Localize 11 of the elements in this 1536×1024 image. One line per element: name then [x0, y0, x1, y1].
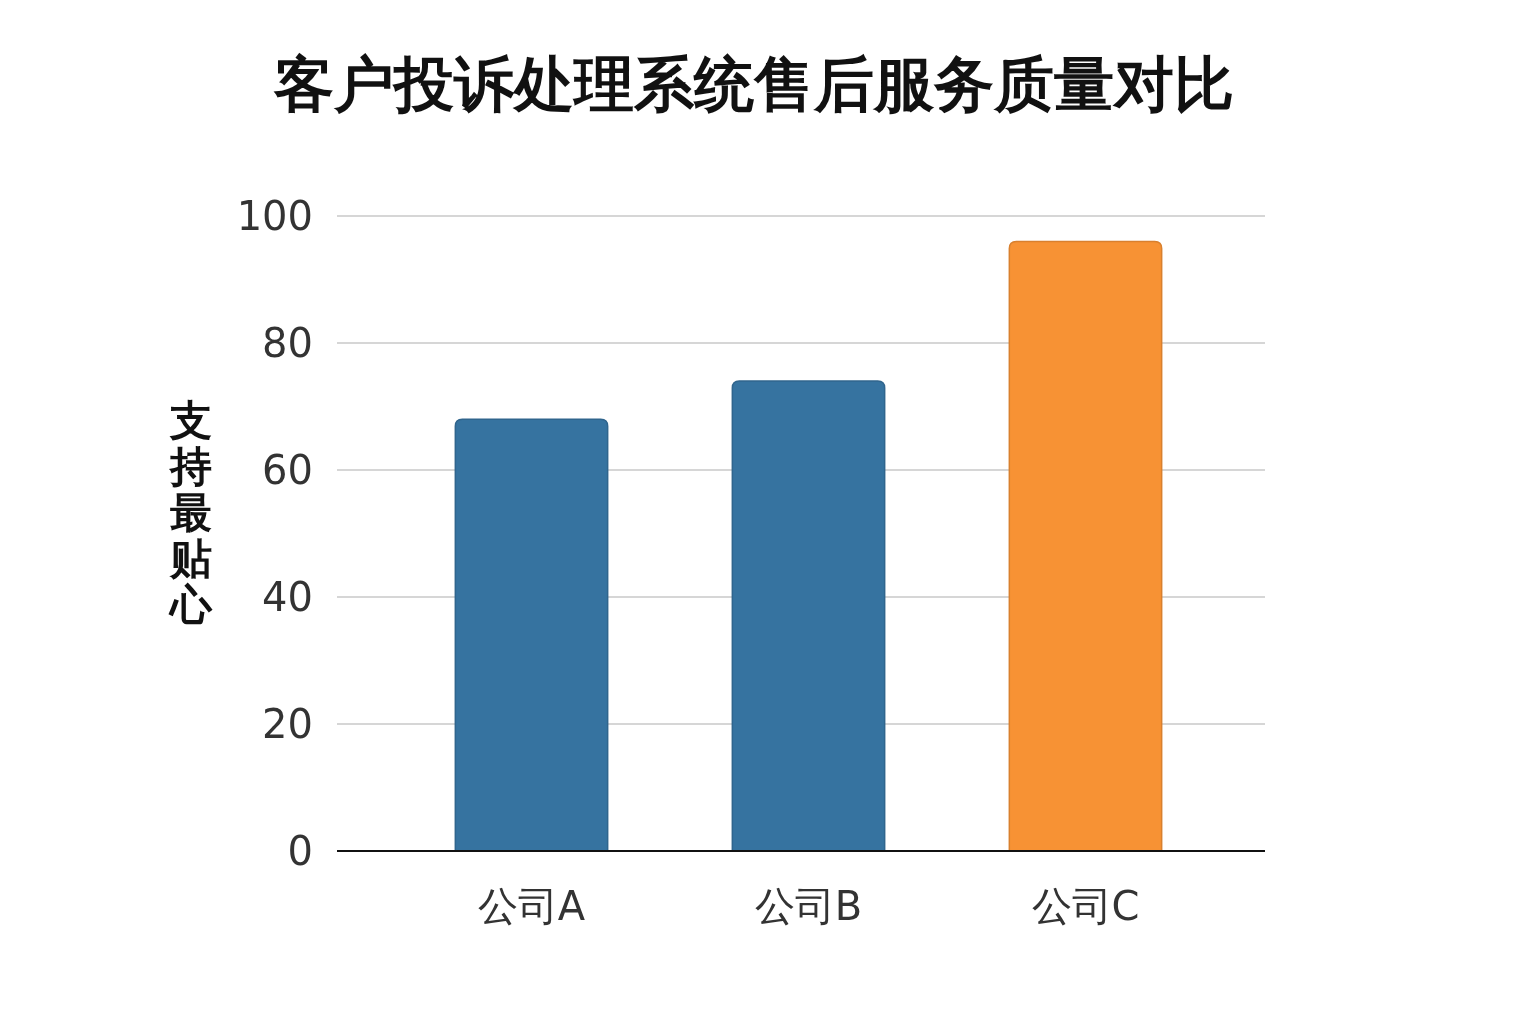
- x-tick-label: 公司A: [477, 883, 586, 929]
- chart-title: 客户投诉处理系统售后服务质量对比: [273, 49, 1234, 119]
- y-tick-label: 60: [262, 447, 313, 493]
- y-tick-label: 80: [262, 320, 313, 366]
- y-tick-label: 20: [262, 701, 313, 747]
- y-tick-label: 100: [236, 193, 313, 239]
- x-tick-label: 公司C: [1031, 883, 1140, 929]
- y-tick-label: 40: [262, 574, 313, 620]
- y-tick-label: 0: [287, 828, 313, 874]
- y-axis-title: 支持最贴心: [168, 395, 213, 629]
- x-tick-label: 公司B: [754, 883, 863, 929]
